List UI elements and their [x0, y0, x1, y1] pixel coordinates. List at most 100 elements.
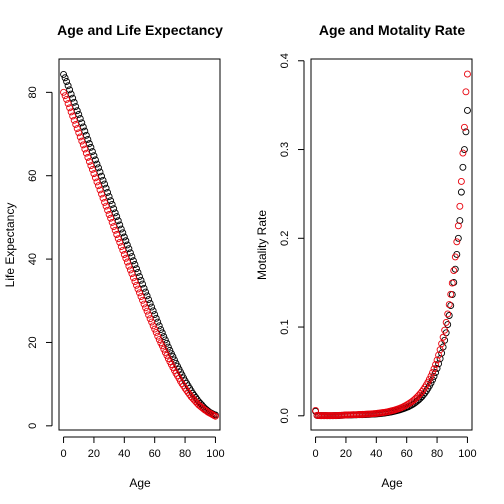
y-tick-label: 0.4	[279, 53, 291, 68]
data-point	[84, 135, 92, 143]
data-point	[96, 186, 104, 194]
data-point	[445, 301, 453, 309]
data-point	[101, 180, 109, 188]
data-point	[457, 188, 465, 196]
data-point	[151, 325, 159, 333]
data-point	[116, 238, 124, 246]
data-point	[459, 149, 467, 157]
y-tick-label: 0.2	[279, 231, 291, 246]
y-tick-label: 0.3	[279, 142, 291, 157]
y-axis: 0 20 40 60 80	[27, 86, 53, 429]
data-point	[433, 364, 441, 372]
data-point	[447, 302, 455, 310]
data-point	[432, 361, 439, 369]
data-point	[85, 158, 93, 166]
data-point	[427, 372, 435, 380]
data-point	[145, 311, 153, 319]
data-point	[79, 123, 87, 131]
mortality-rate-panel: Age and Motality Rate 0 20 40 60 80 100 0.00.…	[255, 22, 477, 490]
data-point	[140, 300, 148, 308]
data-point	[63, 95, 71, 103]
data-point	[123, 241, 131, 249]
y-tick-label: 0	[27, 423, 39, 429]
data-point	[82, 149, 90, 157]
data-point	[91, 174, 99, 182]
data-point	[435, 360, 443, 368]
data-point	[90, 152, 98, 160]
data-point	[131, 278, 139, 286]
data-point	[117, 243, 125, 251]
data-point	[73, 125, 81, 133]
data-point	[61, 92, 69, 100]
plot-frame	[58, 58, 221, 431]
data-point	[426, 375, 433, 383]
data-point	[84, 153, 92, 161]
data-point	[63, 78, 71, 85]
data-point	[142, 304, 150, 312]
data-point	[462, 88, 470, 96]
x-tick-label: 0	[312, 448, 318, 460]
data-point	[111, 209, 119, 217]
data-point	[99, 194, 107, 202]
data-point	[444, 321, 452, 329]
data-point	[107, 197, 115, 205]
data-point	[122, 254, 130, 262]
data-point	[145, 296, 153, 303]
data-point	[114, 217, 122, 225]
data-point	[143, 307, 151, 315]
data-points	[60, 70, 219, 420]
x-tick-label: 0	[60, 448, 66, 460]
data-point	[211, 412, 219, 420]
chart-title: Age and Motality Rate	[319, 22, 465, 38]
data-point	[79, 141, 87, 149]
data-point	[76, 133, 84, 141]
data-point	[142, 288, 150, 296]
data-point	[439, 333, 447, 341]
data-point	[67, 90, 75, 98]
x-axis-label: Age	[381, 476, 403, 490]
data-point	[87, 162, 95, 170]
data-point	[113, 231, 121, 238]
data-point	[143, 292, 151, 300]
data-point	[155, 336, 163, 343]
data-points	[312, 70, 471, 420]
x-tick-label: 20	[88, 448, 100, 460]
data-point	[432, 369, 439, 377]
y-axis: 0.0 0.1 0.2 0.3 0.4	[279, 53, 305, 423]
x-tick-label: 60	[401, 448, 413, 460]
data-point	[75, 110, 83, 118]
data-point	[105, 193, 113, 201]
data-point	[102, 202, 110, 210]
data-point	[78, 119, 86, 127]
data-point	[463, 70, 471, 78]
data-point	[66, 104, 74, 112]
data-point	[146, 315, 154, 323]
data-point	[125, 262, 133, 270]
data-point	[448, 279, 456, 287]
data-point	[82, 131, 90, 139]
data-point	[160, 345, 168, 353]
data-point	[104, 188, 112, 196]
data-point	[101, 198, 109, 206]
data-point	[119, 246, 127, 254]
data-point	[69, 112, 77, 120]
y-axis-label: Motality Rate	[255, 210, 269, 280]
x-axis: 0 20 40 60 80 100	[312, 436, 477, 460]
data-point	[70, 116, 78, 124]
life-expectancy-panel: Age and Life Expectancy 0 20 40 60 80 100 0 20…	[3, 22, 225, 490]
data-point	[81, 145, 89, 153]
data-point	[433, 356, 441, 364]
data-point	[454, 234, 462, 242]
data-point	[430, 365, 438, 373]
data-point	[450, 267, 458, 275]
data-point	[66, 86, 74, 94]
data-point	[110, 205, 118, 213]
data-point	[451, 253, 459, 261]
data-point	[442, 318, 450, 326]
data-point	[456, 202, 464, 210]
data-point	[128, 253, 136, 261]
data-point	[438, 340, 446, 348]
data-point	[429, 369, 436, 377]
data-point	[441, 326, 449, 334]
